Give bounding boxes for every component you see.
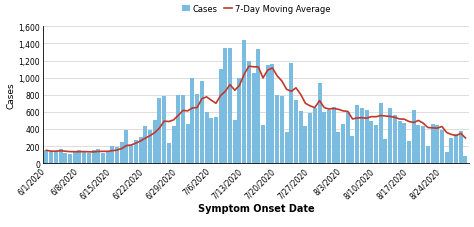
Bar	[341, 124, 345, 163]
Bar	[308, 113, 312, 163]
Bar	[157, 99, 162, 163]
Bar	[360, 109, 364, 163]
Bar	[82, 152, 86, 163]
Bar	[45, 151, 48, 163]
Bar	[284, 132, 289, 163]
Bar	[209, 118, 213, 163]
Bar	[228, 49, 232, 163]
Bar	[242, 41, 246, 163]
Bar	[219, 70, 223, 163]
Bar	[289, 64, 293, 163]
Bar	[162, 97, 166, 163]
Bar	[134, 141, 138, 163]
Bar	[252, 74, 255, 163]
Bar	[459, 131, 463, 163]
Bar	[54, 152, 58, 163]
Bar	[266, 66, 270, 163]
Bar	[204, 112, 209, 163]
Bar	[106, 152, 109, 163]
Legend: Cases, 7-Day Moving Average: Cases, 7-Day Moving Average	[178, 1, 334, 17]
Bar	[237, 78, 241, 163]
Bar	[374, 125, 378, 163]
Bar	[233, 121, 237, 163]
Bar	[186, 124, 190, 163]
Bar	[383, 140, 387, 163]
Bar	[176, 95, 180, 163]
Bar	[275, 95, 279, 163]
Bar	[313, 109, 317, 163]
Bar	[303, 127, 308, 163]
Bar	[350, 136, 355, 163]
Bar	[435, 125, 439, 163]
Bar	[49, 152, 53, 163]
Bar	[129, 146, 133, 163]
Bar	[299, 111, 303, 163]
Bar	[416, 125, 420, 163]
Bar	[449, 139, 453, 163]
Bar	[115, 147, 119, 163]
Bar	[318, 84, 321, 163]
Bar	[332, 107, 336, 163]
Bar	[388, 108, 392, 163]
Bar	[280, 97, 284, 163]
Bar	[110, 146, 114, 163]
Bar	[412, 111, 416, 163]
Bar	[256, 49, 260, 163]
Bar	[337, 133, 340, 163]
Bar	[148, 130, 152, 163]
Bar	[355, 106, 359, 163]
Bar	[440, 130, 444, 163]
Bar	[138, 137, 143, 163]
Y-axis label: Cases: Cases	[6, 82, 15, 109]
Bar	[402, 123, 406, 163]
Bar	[191, 78, 194, 163]
Bar	[77, 151, 82, 163]
Bar	[393, 116, 397, 163]
Bar	[181, 95, 185, 163]
Bar	[365, 111, 369, 163]
Bar	[200, 82, 204, 163]
Bar	[195, 94, 199, 163]
Bar	[96, 150, 100, 163]
Bar	[101, 153, 105, 163]
Bar	[346, 112, 350, 163]
Bar	[421, 127, 425, 163]
Bar	[247, 61, 251, 163]
Bar	[294, 100, 298, 163]
Bar	[261, 125, 265, 163]
Bar	[143, 127, 147, 163]
Bar	[398, 122, 401, 163]
Bar	[59, 150, 63, 163]
Bar	[430, 124, 435, 163]
Bar	[125, 130, 128, 163]
Bar	[407, 141, 411, 163]
Bar	[445, 152, 449, 163]
Bar	[68, 154, 72, 163]
Bar	[87, 153, 91, 163]
Bar	[167, 143, 171, 163]
Bar	[223, 49, 228, 163]
Bar	[63, 153, 67, 163]
Bar	[426, 146, 430, 163]
Bar	[322, 112, 326, 163]
Bar	[327, 111, 331, 163]
Bar	[214, 118, 218, 163]
Bar	[120, 142, 124, 163]
Bar	[172, 126, 175, 163]
Bar	[73, 152, 77, 163]
Bar	[379, 104, 383, 163]
Bar	[369, 122, 374, 163]
Bar	[153, 121, 157, 163]
Bar	[454, 134, 458, 163]
Bar	[271, 65, 274, 163]
Bar	[91, 151, 96, 163]
Bar	[464, 157, 467, 163]
X-axis label: Symptom Onset Date: Symptom Onset Date	[198, 203, 314, 213]
